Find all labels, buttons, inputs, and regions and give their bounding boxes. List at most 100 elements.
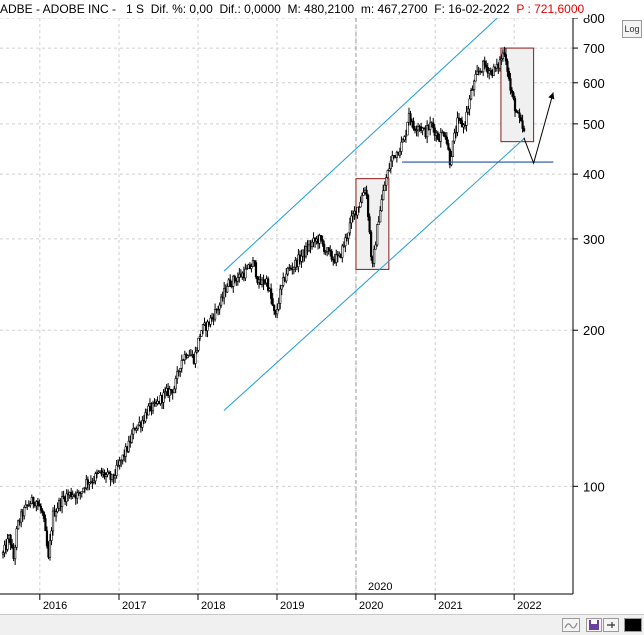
candle-body [253, 260, 256, 263]
candle-body [488, 70, 491, 74]
candle-body [136, 424, 139, 429]
candle-body [82, 487, 85, 493]
candle-body [474, 74, 477, 82]
candle-body [141, 420, 144, 428]
candle-body [373, 248, 376, 264]
candle-body [289, 267, 292, 270]
candle-body [229, 279, 232, 287]
candle-body [388, 168, 391, 171]
candle-body [406, 121, 409, 136]
candle-body [398, 151, 401, 156]
candle-body [120, 459, 123, 462]
candle-body [20, 511, 23, 523]
candle-body [323, 243, 326, 252]
candle-body [277, 303, 280, 310]
save-icon[interactable] [586, 618, 602, 632]
candle-body [471, 89, 474, 91]
candle-body [147, 405, 150, 416]
candle-body [365, 189, 368, 196]
candle-body [117, 464, 120, 467]
candle-body [453, 132, 456, 142]
projection-arrowhead [548, 92, 555, 100]
candle-body [351, 213, 355, 217]
candle-body [115, 464, 118, 476]
candle-body [362, 192, 365, 196]
candle-body [416, 126, 420, 131]
candle-body [512, 92, 515, 99]
candle-body [86, 479, 89, 485]
candle-body [485, 64, 488, 68]
chart-annotations-front [223, 17, 555, 411]
pin-icon[interactable] [603, 618, 619, 632]
candle-body [409, 113, 412, 122]
candle-body [170, 388, 173, 391]
candle-body [251, 260, 255, 267]
candle-body [104, 474, 108, 477]
candle-body [179, 367, 182, 372]
candle-body [144, 412, 147, 422]
min-label: m: 467,2700 [360, 2, 428, 16]
candle-body [124, 446, 127, 457]
wave-icon[interactable] [562, 618, 580, 632]
candle-body [23, 507, 26, 517]
candle-body [232, 275, 235, 287]
candle-body [380, 199, 383, 211]
x-tick-label: 2016 [43, 600, 67, 612]
candle-body [198, 336, 202, 339]
max-label: M: 480,2100 [287, 2, 355, 16]
candle-body [486, 66, 489, 74]
candle-body [374, 244, 377, 250]
candle-body [450, 156, 453, 166]
candle-body [447, 143, 450, 150]
bottom-toolbar [0, 614, 644, 635]
candle-body [476, 70, 479, 75]
candle-body [107, 471, 111, 474]
log-toggle-button[interactable]: Log [622, 20, 642, 38]
candle-body [267, 278, 270, 291]
y-tick-label: 500 [583, 117, 605, 132]
color-swatch-icon[interactable] [624, 618, 642, 632]
candle-body [454, 131, 458, 134]
candle-body [164, 391, 167, 394]
candle-body [11, 544, 14, 549]
candle-body [515, 110, 518, 113]
candle-body [95, 472, 99, 475]
candle-body [415, 129, 418, 132]
candle-body [194, 351, 197, 364]
candle-body [174, 378, 177, 390]
candle-body [432, 122, 435, 129]
candle-body [17, 520, 20, 530]
candle-body [482, 60, 485, 73]
x-axis: 2016 2017 2018 2019 2020 2021 2022 [39, 594, 542, 612]
dif-label: Dif.: 0,0000 [219, 2, 281, 16]
candle-body [182, 359, 185, 361]
candle-body [421, 127, 424, 131]
x-tick-label: 2017 [122, 600, 146, 612]
candle-body [341, 245, 344, 258]
candle-body [451, 140, 455, 158]
candle-body [94, 473, 97, 482]
candle-body [426, 125, 429, 138]
candle-body [391, 155, 394, 162]
candle-body [329, 249, 332, 252]
x-tick-label: 2019 [280, 600, 304, 612]
candle-body [383, 184, 386, 191]
candle-body [254, 262, 258, 278]
candle-body [209, 317, 212, 325]
y-tick-label: 200 [583, 323, 605, 338]
candle-body [50, 530, 53, 541]
candle-body [168, 388, 171, 396]
candle-body [250, 266, 253, 269]
candle-body [370, 231, 373, 258]
interval-label: 1 S [126, 2, 145, 16]
candle-body [460, 120, 464, 128]
candle-body [320, 235, 323, 240]
candle-body [48, 540, 52, 558]
channel-lower-line [223, 137, 526, 411]
channel-upper-line [223, 17, 498, 272]
y-tick-label: 700 [583, 41, 605, 56]
candle-body [27, 504, 30, 507]
candle-body [176, 371, 179, 379]
candle-body [366, 195, 370, 217]
